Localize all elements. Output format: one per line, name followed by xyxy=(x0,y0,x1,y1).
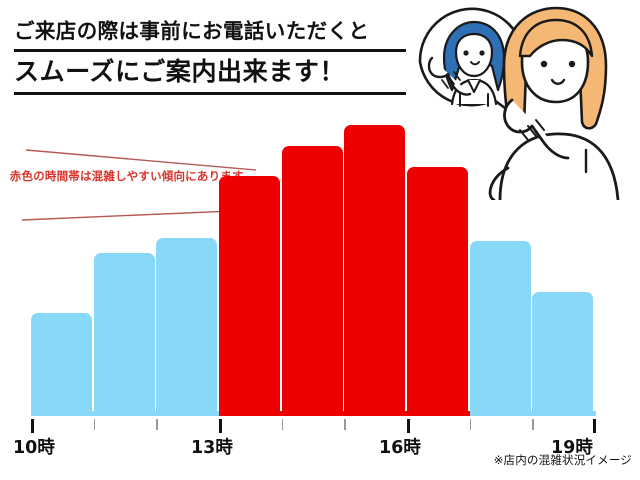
bar-12時 xyxy=(156,238,218,416)
bar-14時 xyxy=(281,145,343,416)
axis-segment-18時 xyxy=(532,411,596,416)
headline-divider-bottom xyxy=(14,92,406,95)
x-axis-major-tick xyxy=(30,419,34,433)
x-axis-minor-tick xyxy=(93,419,96,430)
bar-10時 xyxy=(31,313,93,416)
axis-segment-14時 xyxy=(281,411,345,416)
x-axis-major-tick xyxy=(218,419,222,433)
headline-line-2: スムーズにご案内出来ます！ xyxy=(14,57,346,86)
x-axis-label-16時: 16時 xyxy=(379,438,421,458)
chart-footnote: ※店内の混雑状況イメージ xyxy=(493,453,632,467)
phone-call-illustration xyxy=(408,0,640,202)
axis-segment-16時 xyxy=(407,411,471,416)
headline-divider-top xyxy=(14,49,406,52)
x-axis-major-tick xyxy=(592,419,596,433)
x-axis-label-13時: 13時 xyxy=(191,438,233,458)
callout-leader-lines xyxy=(21,149,257,221)
x-axis-minor-tick xyxy=(344,419,346,430)
bar-16時 xyxy=(407,166,469,416)
axis-segment-17時 xyxy=(469,411,533,416)
headline-line-1: ご来店の際は事前にお電話いただくと xyxy=(14,19,370,43)
bar-11時 xyxy=(93,253,155,416)
x-axis-minor-tick xyxy=(156,419,158,430)
x-axis-minor-tick xyxy=(469,419,472,430)
bar-17時 xyxy=(469,241,531,416)
x-axis-label-10時: 10時 xyxy=(13,438,55,458)
busy-hours-callout: 赤色の時間帯は混雑しやすい傾向にあります。 xyxy=(8,142,260,228)
bar-18時 xyxy=(532,292,594,416)
axis-segment-15時 xyxy=(344,411,408,416)
bar-15時 xyxy=(344,125,406,416)
axis-segment-13時 xyxy=(219,411,283,416)
x-axis-minor-tick xyxy=(532,419,534,430)
callout-text: 赤色の時間帯は混雑しやすい傾向にあります。 xyxy=(9,169,255,183)
axis-segment-11時 xyxy=(93,411,157,416)
x-axis-minor-tick xyxy=(281,419,284,430)
axis-segment-10時 xyxy=(31,411,95,416)
axis-segment-12時 xyxy=(156,411,220,416)
x-axis-major-tick xyxy=(406,419,410,433)
headline-block: ご来店の際は事前にお電話いただくと スムーズにご案内出来ます！ xyxy=(14,16,406,95)
